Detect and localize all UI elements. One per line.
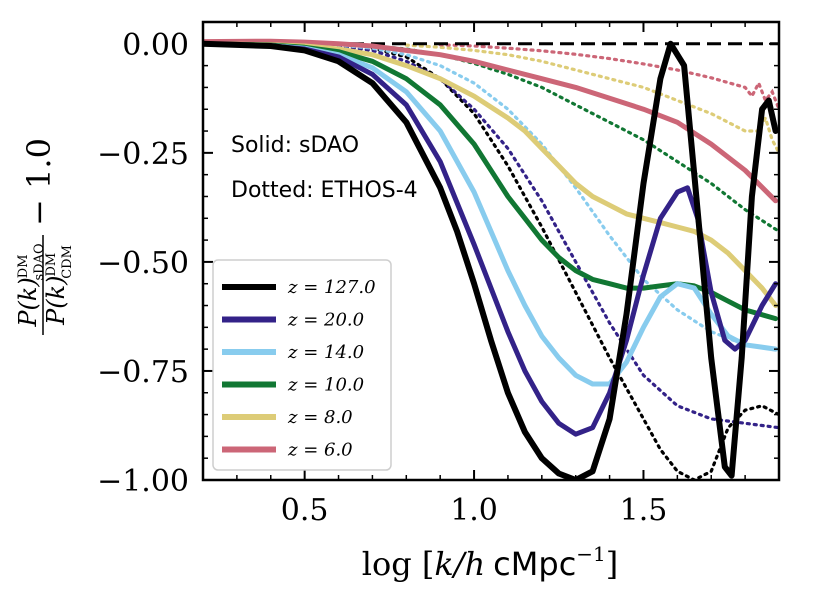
y-label-den-sub: CDM	[60, 245, 75, 279]
legend-label: z = 14.0	[287, 342, 364, 363]
x-axis-label: log [k/h cMpc−1]	[362, 542, 619, 583]
series-solid-z127-0	[203, 40, 779, 480]
y-tick-label: 0.00	[122, 28, 189, 63]
series-dotted-z8-0	[404, 43, 779, 155]
series-solid-z8-0	[203, 41, 779, 308]
series-dotted-z20-0	[336, 44, 779, 430]
legend: z = 127.0 z = 20.0 z = 14.0 z = 10.0 z = 8.0…	[212, 259, 392, 471]
x-tick-label: 1.0	[450, 493, 498, 528]
x-axis-label-var: k/h	[434, 545, 485, 583]
series-dotted-z6-0	[438, 43, 779, 111]
y-label-num: P(k)	[14, 277, 42, 327]
y-axis-label: P(k)DMsDAO P(k)DMCDM − 1.0	[14, 138, 75, 335]
series-solid-z14-0	[203, 41, 779, 387]
solid-series-layer	[203, 38, 779, 480]
y-label-num-sup: DM	[16, 254, 31, 278]
y-tick-label: −1.00	[97, 464, 189, 499]
x-tick-label: 1.5	[620, 493, 668, 528]
x-axis-label-exp: −1	[576, 542, 605, 566]
legend-label: z = 6.0	[287, 440, 353, 461]
y-tick-label: −0.25	[97, 137, 189, 172]
y-label-tail: − 1.0	[20, 138, 58, 226]
legend-label: z = 20.0	[287, 310, 364, 331]
y-label-denominator: P(k)DMCDM	[42, 245, 75, 326]
plot-frame	[201, 20, 781, 482]
x-axis-label-unit: cMpc	[493, 545, 576, 583]
legend-label: z = 10.0	[287, 375, 364, 396]
y-label-den-sup: DM	[44, 253, 59, 277]
x-axis-label-prefix: log [	[362, 545, 435, 583]
series-solid-z20-0	[203, 41, 779, 437]
ticks-layer: 0.5 1.0 1.5 0.00 −0.25 −0.50 −0.75 −1.00	[97, 21, 780, 528]
y-tick-label: −0.50	[97, 246, 189, 281]
y-tick-label: −0.75	[97, 355, 189, 390]
annotation-dotted: Dotted: ETHOS-4	[231, 178, 418, 203]
annotation-solid: Solid: sDAO	[231, 133, 359, 158]
x-tick-label: 0.5	[281, 493, 329, 528]
legend-label: z = 8.0	[287, 407, 353, 428]
y-label-den: P(k)	[42, 276, 70, 326]
x-axis-label-suffix: ]	[606, 545, 618, 583]
legend-label: z = 127.0	[287, 277, 376, 298]
